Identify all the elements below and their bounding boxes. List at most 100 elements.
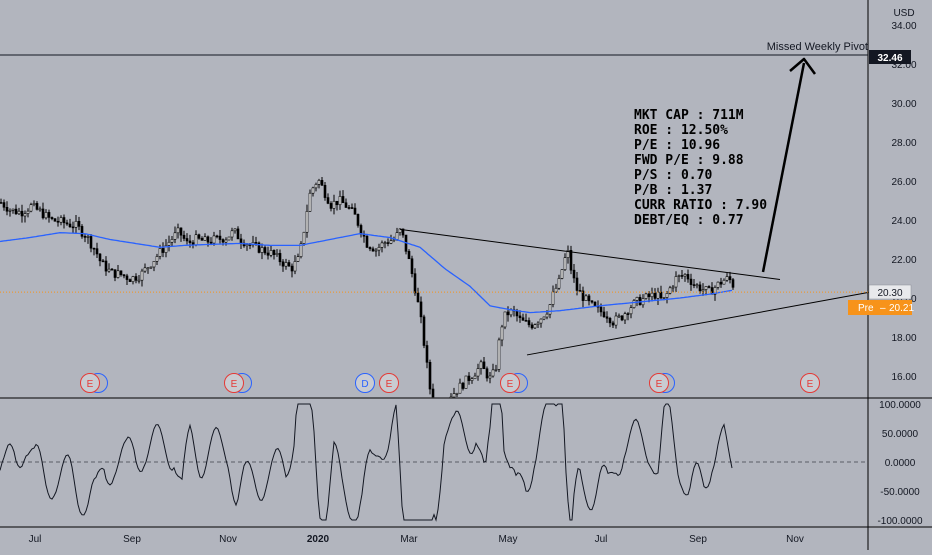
candle-body xyxy=(104,260,108,272)
oscillator-tick-label: 100.0000 xyxy=(879,400,921,411)
fundamentals-block: MKT CAP : 711M ROE : 12.50% P/E : 10.96 … xyxy=(634,108,767,228)
event-marker-label: E xyxy=(656,379,663,390)
candle-body xyxy=(221,239,225,243)
candle-body xyxy=(20,210,24,217)
candle-body xyxy=(491,369,495,377)
candle-body xyxy=(140,270,144,281)
candle-body xyxy=(59,217,63,223)
candle-body xyxy=(233,228,237,232)
candle-body xyxy=(728,276,732,280)
candle-body xyxy=(5,206,9,212)
candle-body xyxy=(410,258,414,274)
candle-body xyxy=(323,184,327,198)
upper-trendline xyxy=(399,228,781,280)
candle-body xyxy=(572,269,576,279)
candle-body xyxy=(587,295,591,302)
candle-body xyxy=(458,382,462,394)
candle-body xyxy=(29,204,33,212)
candle-body xyxy=(65,222,69,225)
candle-body xyxy=(578,290,582,292)
candle-body xyxy=(170,239,174,243)
candle-body xyxy=(23,213,27,217)
candle-body xyxy=(500,326,504,341)
candle-body xyxy=(506,311,510,316)
candle-body xyxy=(152,261,156,268)
candle-body xyxy=(38,208,42,211)
candle-body xyxy=(368,247,372,250)
premarket-dash: – xyxy=(880,303,886,314)
dividend-marker[interactable]: D xyxy=(355,373,375,393)
candle-body xyxy=(2,202,6,208)
pivot-badge-bg xyxy=(869,50,911,64)
candle-body xyxy=(575,277,579,291)
candle-body xyxy=(53,218,57,222)
time-tick-label: 2020 xyxy=(307,534,330,545)
candle-body xyxy=(203,236,207,241)
candle-body xyxy=(365,235,369,248)
candle-body xyxy=(245,244,249,247)
candle-body xyxy=(665,293,669,298)
candle-body xyxy=(380,242,384,248)
earnings-marker[interactable]: E xyxy=(379,373,399,393)
pivot-badge-text: 32.46 xyxy=(877,53,902,64)
candle-body xyxy=(359,225,363,235)
candle-body xyxy=(422,316,426,346)
candle-body xyxy=(278,253,282,263)
candle-body xyxy=(599,306,603,313)
event-marker-label: E xyxy=(231,379,238,390)
event-marker-circle xyxy=(800,373,820,393)
candle-body xyxy=(479,361,483,369)
candle-body xyxy=(92,247,96,250)
candle-body xyxy=(449,396,453,399)
candle-body xyxy=(215,235,219,238)
candle-body xyxy=(317,180,321,185)
candle-body xyxy=(131,276,135,282)
candle-body xyxy=(134,276,138,281)
candle-body xyxy=(722,279,726,285)
candle-body xyxy=(269,250,273,256)
candle-body xyxy=(467,375,471,381)
candle-body xyxy=(581,290,585,301)
fund-fwd-pe: FWD P/E : 9.88 xyxy=(634,153,744,168)
candle-body xyxy=(14,208,18,215)
candle-body xyxy=(482,361,486,370)
candle-body xyxy=(83,236,87,238)
fund-roe: ROE : 12.50% xyxy=(634,123,728,138)
candle-body xyxy=(110,268,114,271)
candle-body xyxy=(545,313,549,318)
candle-body xyxy=(149,266,153,269)
price-tick-label: 20.00 xyxy=(891,294,916,305)
time-tick-label: May xyxy=(499,534,518,545)
candle-body xyxy=(425,345,429,363)
candle-body xyxy=(635,296,639,301)
candle-body xyxy=(281,261,285,267)
candle-body xyxy=(614,315,618,326)
candle-body xyxy=(125,275,129,280)
earnings-marker[interactable]: E xyxy=(224,373,244,393)
candle-body xyxy=(584,295,588,301)
current-price-badge-bg xyxy=(868,284,912,300)
earnings-marker[interactable]: E xyxy=(649,373,669,393)
candle-body xyxy=(674,276,678,288)
candle-body xyxy=(347,207,351,209)
candle-body xyxy=(200,238,204,241)
oscillator-tick-label: 50.0000 xyxy=(882,429,919,440)
price-tick-label: 30.00 xyxy=(891,99,916,110)
candle-body xyxy=(464,375,468,389)
candle-body xyxy=(659,291,663,299)
earnings-marker[interactable]: E xyxy=(800,373,820,393)
candle-body xyxy=(56,220,60,223)
candle-body xyxy=(26,210,30,214)
earnings-marker[interactable]: E xyxy=(500,373,520,393)
fund-debt-eq: DEBT/EQ : 0.77 xyxy=(634,213,744,228)
candle-body xyxy=(188,240,192,243)
candle-body xyxy=(377,246,381,251)
premarket-badge: Pre – 20.21 xyxy=(848,300,914,315)
earnings-marker[interactable]: E xyxy=(80,373,100,393)
candle-body xyxy=(113,269,117,278)
candle-body xyxy=(689,278,693,285)
candle-body xyxy=(707,286,711,288)
candle-body xyxy=(284,262,288,267)
